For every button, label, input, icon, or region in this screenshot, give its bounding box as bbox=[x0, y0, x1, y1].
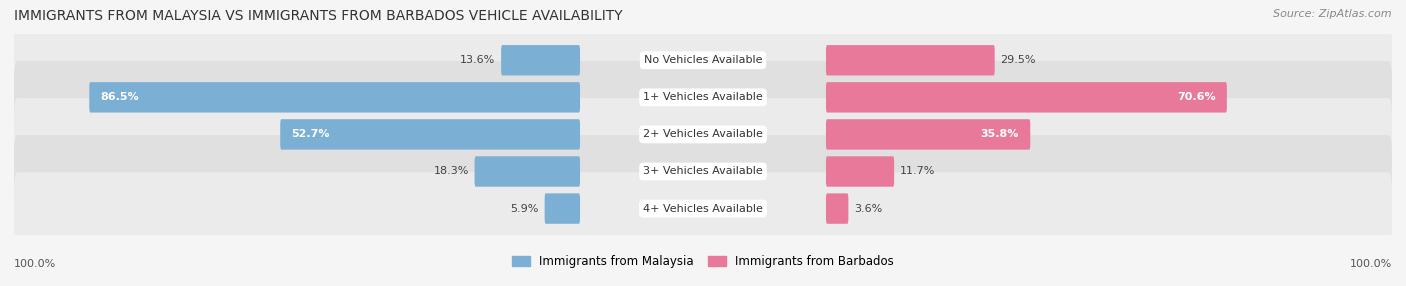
FancyBboxPatch shape bbox=[501, 45, 581, 76]
Text: 52.7%: 52.7% bbox=[291, 130, 330, 139]
FancyBboxPatch shape bbox=[825, 45, 994, 76]
FancyBboxPatch shape bbox=[825, 193, 848, 224]
Text: 13.6%: 13.6% bbox=[460, 55, 495, 65]
Text: No Vehicles Available: No Vehicles Available bbox=[644, 55, 762, 65]
Text: IMMIGRANTS FROM MALAYSIA VS IMMIGRANTS FROM BARBADOS VEHICLE AVAILABILITY: IMMIGRANTS FROM MALAYSIA VS IMMIGRANTS F… bbox=[14, 9, 623, 23]
Text: 18.3%: 18.3% bbox=[433, 166, 468, 176]
Text: Source: ZipAtlas.com: Source: ZipAtlas.com bbox=[1274, 9, 1392, 19]
FancyBboxPatch shape bbox=[14, 98, 1392, 171]
Text: 1+ Vehicles Available: 1+ Vehicles Available bbox=[643, 92, 763, 102]
Text: 2+ Vehicles Available: 2+ Vehicles Available bbox=[643, 130, 763, 139]
Text: 3.6%: 3.6% bbox=[855, 204, 883, 214]
FancyBboxPatch shape bbox=[14, 135, 1392, 208]
Text: 100.0%: 100.0% bbox=[1350, 259, 1392, 269]
Text: 5.9%: 5.9% bbox=[510, 204, 538, 214]
FancyBboxPatch shape bbox=[544, 193, 581, 224]
Text: 29.5%: 29.5% bbox=[1001, 55, 1036, 65]
Text: 100.0%: 100.0% bbox=[14, 259, 56, 269]
Text: 11.7%: 11.7% bbox=[900, 166, 935, 176]
FancyBboxPatch shape bbox=[14, 172, 1392, 245]
FancyBboxPatch shape bbox=[825, 119, 1031, 150]
Text: 3+ Vehicles Available: 3+ Vehicles Available bbox=[643, 166, 763, 176]
FancyBboxPatch shape bbox=[14, 24, 1392, 97]
FancyBboxPatch shape bbox=[825, 82, 1227, 113]
Text: 70.6%: 70.6% bbox=[1177, 92, 1216, 102]
FancyBboxPatch shape bbox=[90, 82, 581, 113]
FancyBboxPatch shape bbox=[280, 119, 581, 150]
Text: 86.5%: 86.5% bbox=[101, 92, 139, 102]
Text: 4+ Vehicles Available: 4+ Vehicles Available bbox=[643, 204, 763, 214]
Legend: Immigrants from Malaysia, Immigrants from Barbados: Immigrants from Malaysia, Immigrants fro… bbox=[508, 250, 898, 273]
FancyBboxPatch shape bbox=[14, 61, 1392, 134]
Text: 35.8%: 35.8% bbox=[980, 130, 1019, 139]
FancyBboxPatch shape bbox=[475, 156, 581, 187]
FancyBboxPatch shape bbox=[825, 156, 894, 187]
